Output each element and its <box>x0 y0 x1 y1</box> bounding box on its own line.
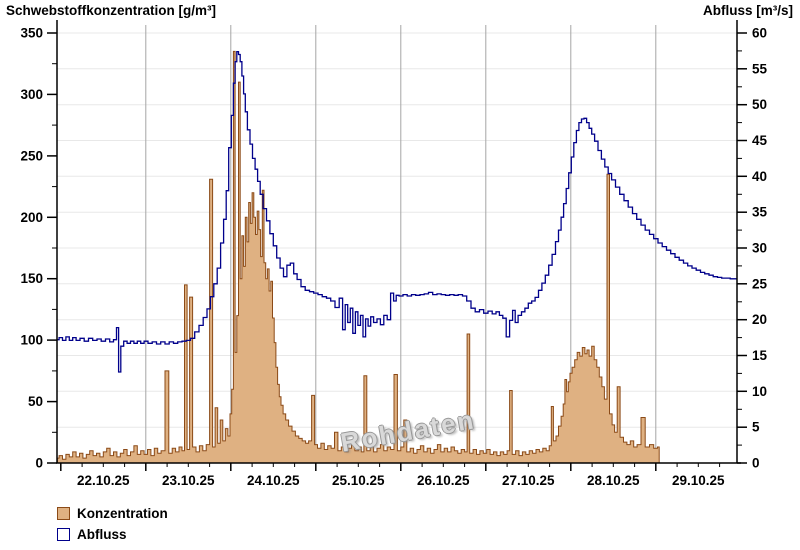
legend-label-konzentration: Konzentration <box>77 506 168 521</box>
series-konzentration <box>56 50 660 464</box>
tick-label: 50 <box>28 394 43 409</box>
tick-label: 0 <box>752 456 760 471</box>
tick-label: 24.10.25 <box>247 473 300 488</box>
left-axis-title: Schwebstoffkonzentration [g/m³] <box>6 3 216 18</box>
tick-label: 29.10.25 <box>672 473 725 488</box>
gridlines <box>57 25 737 463</box>
tick-label: 35 <box>752 205 768 220</box>
tick-label: 5 <box>752 420 760 435</box>
legend-item-abfluss: Abfluss <box>57 524 168 545</box>
tick-label: 250 <box>20 148 43 163</box>
tick-label: 28.10.25 <box>587 473 640 488</box>
tick-label: 15 <box>752 348 768 363</box>
tick-label: 26.10.25 <box>417 473 470 488</box>
tick-label: 10 <box>752 384 767 399</box>
right-axis-title: Abfluss [m³/s] <box>702 3 793 18</box>
tick-label: 25 <box>752 276 768 291</box>
tick-label: 100 <box>20 333 43 348</box>
tick-label: 27.10.25 <box>502 473 555 488</box>
tick-label: 0 <box>35 456 43 471</box>
tick-label: 25.10.25 <box>332 473 385 488</box>
legend-label-abfluss: Abfluss <box>77 527 127 542</box>
tick-label: 200 <box>20 210 43 225</box>
legend: Konzentration Abfluss <box>57 503 168 545</box>
tick-label: 60 <box>752 26 767 41</box>
legend-item-konzentration: Konzentration <box>57 503 168 524</box>
tick-label: 300 <box>20 87 43 102</box>
tick-label: 40 <box>752 169 767 184</box>
legend-swatch-konzentration <box>57 507 70 520</box>
tick-label: 150 <box>20 271 43 286</box>
tick-label: 30 <box>752 241 767 256</box>
tick-label: 50 <box>752 97 767 112</box>
tick-label: 350 <box>20 26 43 41</box>
tick-label: 55 <box>752 61 768 76</box>
tick-label: 23.10.25 <box>162 473 215 488</box>
tick-label: 45 <box>752 133 768 148</box>
series-abfluss <box>57 50 738 373</box>
tick-label: 22.10.25 <box>77 473 130 488</box>
legend-swatch-abfluss <box>57 528 70 541</box>
axes: 0 50 100 150 200 250 300 350 0 5 10 15 20 25 30 35 40 45 5… <box>20 20 768 488</box>
tick-label: 20 <box>752 312 767 327</box>
